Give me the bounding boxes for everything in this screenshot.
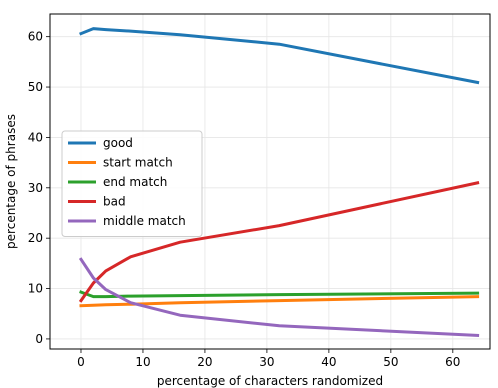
y-axis-label: percentage of phrases bbox=[4, 114, 18, 249]
x-tick-label: 40 bbox=[321, 355, 336, 369]
y-tick-label: 40 bbox=[28, 130, 43, 144]
y-tick-label: 60 bbox=[28, 30, 43, 44]
x-tick-label: 30 bbox=[259, 355, 274, 369]
legend-label: middle match bbox=[103, 214, 186, 228]
x-tick-label: 60 bbox=[445, 355, 460, 369]
legend-box bbox=[61, 130, 203, 237]
y-tick-label: 50 bbox=[28, 80, 43, 94]
series-line-good bbox=[79, 27, 480, 85]
y-tick-label: 0 bbox=[35, 332, 43, 346]
legend-label: start match bbox=[103, 156, 173, 170]
x-tick-label: 0 bbox=[77, 355, 85, 369]
x-tick-label: 10 bbox=[135, 355, 150, 369]
axis-ticks: 0 10 20 30 40 50 60 0 10 20 30 40 50 60 bbox=[28, 30, 461, 369]
x-tick-label: 20 bbox=[197, 355, 212, 369]
y-tick-label: 30 bbox=[28, 181, 43, 195]
legend: good start match end match bad middle match bbox=[61, 130, 203, 237]
series-line-bad bbox=[78, 181, 480, 303]
series-line-end-match bbox=[79, 290, 480, 299]
plot-area-frame bbox=[49, 13, 491, 350]
legend-label: bad bbox=[103, 195, 126, 209]
x-axis-label: percentage of characters randomized bbox=[157, 374, 383, 388]
y-tick-label: 20 bbox=[28, 231, 43, 245]
x-tick-label: 50 bbox=[383, 355, 398, 369]
y-tick-label: 10 bbox=[28, 282, 43, 296]
series-line-middle-match bbox=[78, 257, 480, 337]
legend-label: end match bbox=[103, 175, 167, 189]
series-lines bbox=[78, 27, 480, 337]
legend-label: good bbox=[103, 136, 133, 150]
